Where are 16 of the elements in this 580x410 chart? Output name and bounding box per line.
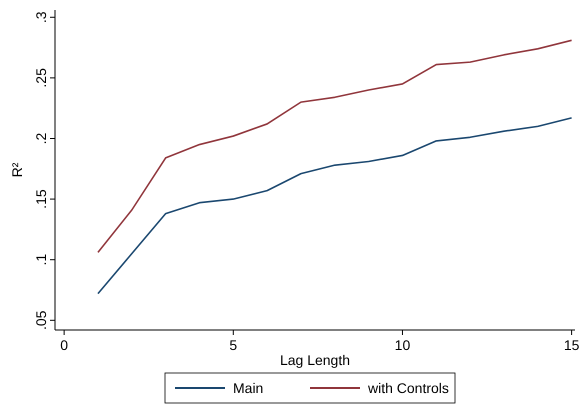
- line-series: [97, 40, 572, 254]
- x-axis-title: Lag Length: [280, 352, 350, 368]
- x-tick-label: 10: [394, 337, 410, 353]
- legend-label: Main: [233, 380, 264, 396]
- y-tick-label: .2: [33, 132, 49, 144]
- y-tick-label: .3: [33, 11, 49, 24]
- line-series: [97, 117, 572, 294]
- x-tick-label: 0: [60, 337, 68, 353]
- y-axis-title: R²: [9, 162, 25, 178]
- x-tick-label: 15: [564, 337, 580, 353]
- y-tick-label: .25: [33, 68, 49, 88]
- x-tick-label: 5: [229, 337, 238, 353]
- y-tick-label: .05: [33, 310, 49, 330]
- legend-label: with Controls: [367, 380, 449, 396]
- y-tick-label: .15: [33, 189, 49, 209]
- y-tick-label: .1: [33, 254, 49, 266]
